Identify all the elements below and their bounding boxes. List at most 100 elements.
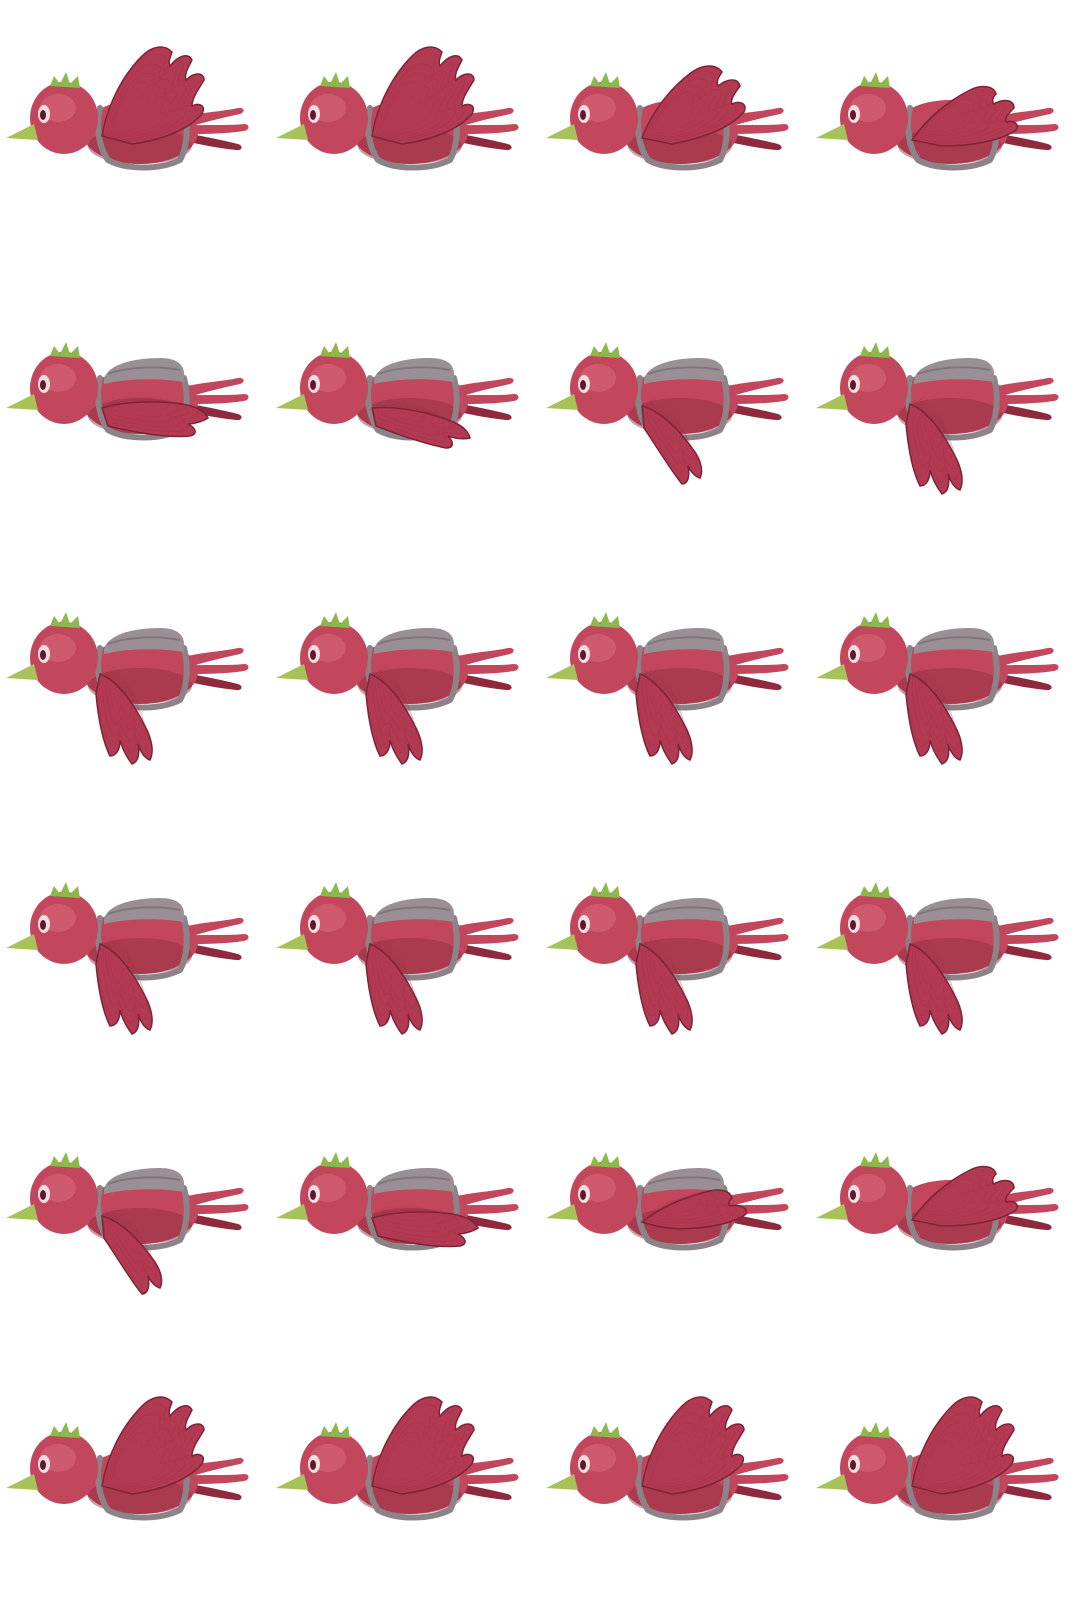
wing bbox=[640, 65, 746, 145]
wing bbox=[905, 396, 963, 495]
crest bbox=[320, 1422, 350, 1438]
crest bbox=[860, 612, 890, 628]
sprite-frame bbox=[546, 882, 789, 1035]
backpack bbox=[644, 1168, 724, 1194]
harness-strap bbox=[635, 1455, 730, 1521]
beak bbox=[546, 664, 578, 680]
harness-strap bbox=[95, 1455, 190, 1521]
crest bbox=[590, 1422, 620, 1438]
backpack bbox=[374, 898, 454, 924]
wing bbox=[641, 1396, 745, 1495]
crest bbox=[590, 882, 620, 898]
sprite-frame bbox=[546, 65, 789, 171]
backpack bbox=[104, 898, 184, 924]
wing bbox=[95, 936, 153, 1035]
beak bbox=[276, 124, 308, 140]
wing bbox=[101, 46, 205, 145]
beak bbox=[546, 934, 578, 950]
wing bbox=[365, 936, 423, 1035]
beak bbox=[6, 394, 38, 410]
crest bbox=[590, 612, 620, 628]
wing bbox=[371, 398, 471, 449]
beak bbox=[6, 664, 38, 680]
wing bbox=[101, 395, 209, 438]
beak bbox=[816, 1474, 848, 1490]
wing bbox=[371, 46, 475, 145]
crest bbox=[50, 72, 80, 88]
sprite-frame bbox=[6, 342, 249, 441]
wing bbox=[635, 936, 693, 1035]
crest bbox=[50, 342, 80, 358]
crest bbox=[50, 882, 80, 898]
crest bbox=[860, 72, 890, 88]
backpack bbox=[104, 358, 184, 384]
beak bbox=[276, 1474, 308, 1490]
crest bbox=[50, 1422, 80, 1438]
backpack bbox=[644, 898, 724, 924]
backpack bbox=[914, 628, 994, 654]
sprite-frames bbox=[6, 46, 1059, 1521]
sprite-frame bbox=[6, 1396, 249, 1521]
crest bbox=[320, 1152, 350, 1168]
backpack bbox=[644, 628, 724, 654]
crest bbox=[50, 612, 80, 628]
sprite-frame bbox=[816, 72, 1059, 171]
sprite-frame bbox=[546, 342, 789, 485]
sprite-frame bbox=[6, 612, 249, 765]
wing bbox=[371, 1205, 479, 1248]
crest bbox=[320, 882, 350, 898]
beak bbox=[6, 124, 38, 140]
backpack bbox=[374, 1168, 454, 1194]
wing bbox=[910, 85, 1018, 147]
sprite-frame bbox=[276, 612, 519, 765]
wing bbox=[101, 1396, 205, 1495]
crest bbox=[50, 1152, 80, 1168]
beak bbox=[276, 1204, 308, 1220]
crest bbox=[590, 1152, 620, 1168]
beak bbox=[276, 664, 308, 680]
sprite-frame bbox=[6, 1152, 249, 1295]
beak bbox=[546, 1204, 578, 1220]
wing bbox=[910, 1165, 1018, 1227]
crest bbox=[320, 342, 350, 358]
crest bbox=[590, 72, 620, 88]
harness-strap bbox=[95, 105, 190, 171]
wing bbox=[371, 1396, 475, 1495]
sprite-frame bbox=[6, 882, 249, 1035]
backpack bbox=[104, 628, 184, 654]
wing bbox=[905, 666, 963, 765]
beak bbox=[816, 394, 848, 410]
beak bbox=[546, 1474, 578, 1490]
sprite-frame bbox=[6, 46, 249, 171]
harness-strap bbox=[635, 105, 730, 171]
sprite-frame bbox=[816, 342, 1059, 495]
backpack bbox=[374, 358, 454, 384]
harness-strap bbox=[905, 1455, 1000, 1521]
sprite-frame bbox=[546, 612, 789, 765]
beak bbox=[276, 934, 308, 950]
backpack bbox=[914, 358, 994, 384]
beak bbox=[816, 664, 848, 680]
sprite-frame bbox=[276, 1396, 519, 1521]
wing bbox=[95, 666, 153, 765]
crest bbox=[860, 1152, 890, 1168]
wing bbox=[911, 1396, 1015, 1495]
harness-strap bbox=[365, 105, 460, 171]
wing bbox=[641, 397, 703, 485]
crest bbox=[860, 882, 890, 898]
crest bbox=[860, 1422, 890, 1438]
wing bbox=[635, 666, 693, 765]
beak bbox=[546, 124, 578, 140]
sprite-frame bbox=[816, 1152, 1059, 1251]
crest bbox=[320, 72, 350, 88]
sprite-frame bbox=[546, 1396, 789, 1521]
wing bbox=[640, 1189, 748, 1230]
backpack bbox=[644, 358, 724, 384]
backpack bbox=[104, 1168, 184, 1194]
beak bbox=[6, 1474, 38, 1490]
sprite-frame bbox=[816, 612, 1059, 765]
harness-strap bbox=[365, 1455, 460, 1521]
tail-feathers bbox=[990, 917, 1059, 961]
sprite-frame bbox=[546, 1152, 789, 1251]
